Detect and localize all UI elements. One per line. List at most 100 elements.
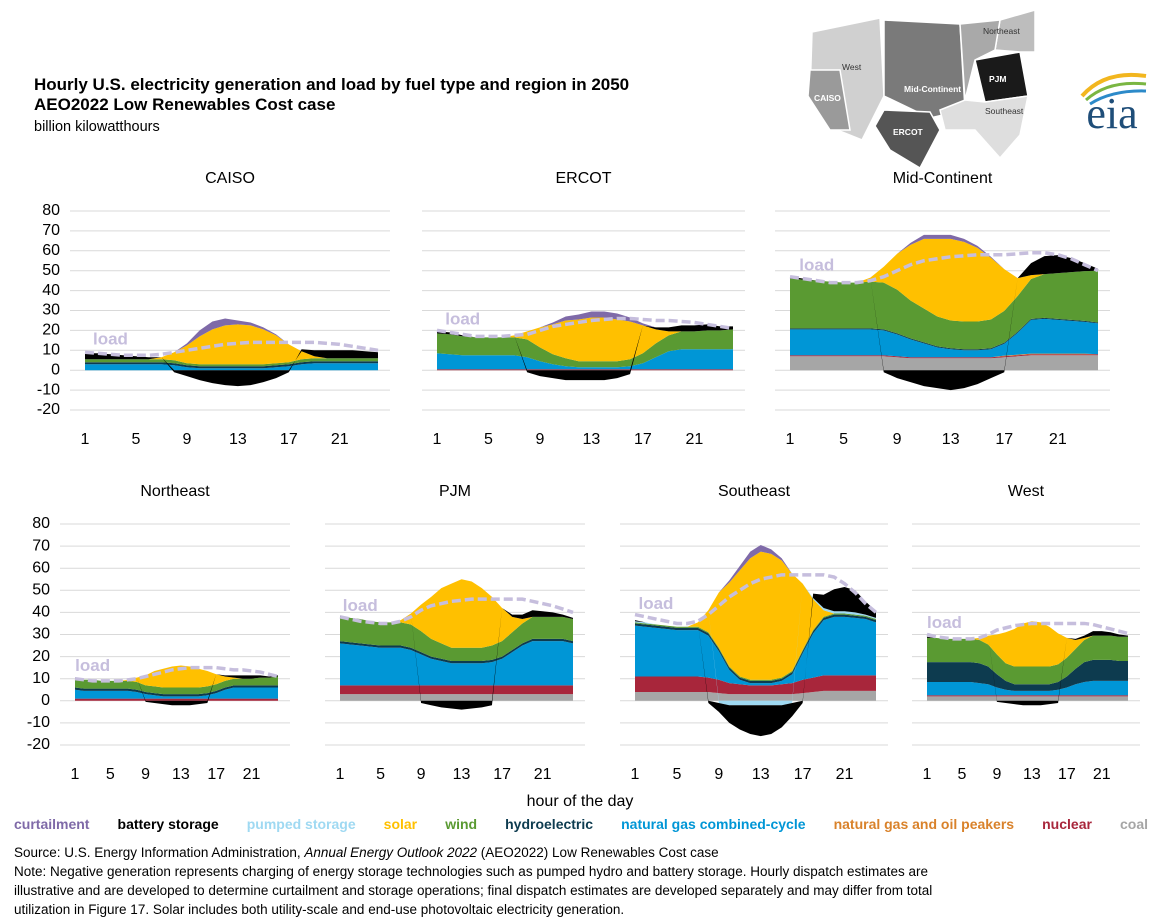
x-tick-label: 17 — [995, 431, 1013, 448]
load-label: load — [75, 656, 110, 675]
load-line — [339, 597, 574, 626]
x-tick-label: 9 — [893, 431, 902, 448]
source: Source: U.S. Energy Information Administ… — [14, 845, 719, 860]
area-1 — [790, 255, 1098, 391]
area-3 — [790, 238, 1098, 322]
panel: Mid-Continent 1 5 9 13 17 21 load — [775, 170, 1110, 448]
area-8 — [927, 695, 1128, 697]
x-tick-label: 5 — [958, 766, 967, 783]
y-tick-label: 50 — [32, 582, 50, 599]
y-tick-label: 0 — [51, 361, 60, 378]
x-tick-label: 13 — [752, 766, 770, 783]
x-tick-label: 17 — [1058, 766, 1076, 783]
x-tick-label: 13 — [583, 431, 601, 448]
subtitle: AEO2022 Low Renewables Cost case — [34, 95, 335, 114]
y-tick-label: 40 — [32, 604, 50, 621]
x-tick-label: 5 — [672, 766, 681, 783]
area-4 — [790, 270, 1098, 350]
x-tick-label: 21 — [331, 431, 349, 448]
logo-arc — [1089, 89, 1147, 106]
area-5 — [927, 659, 1128, 691]
y-tick-label: 0 — [41, 692, 50, 709]
y-tick-label: -10 — [27, 714, 50, 731]
area-6 — [790, 318, 1098, 358]
x-tick-label: 5 — [376, 766, 385, 783]
legend-item: coal — [1120, 816, 1148, 832]
load-line — [74, 665, 279, 683]
area-3 — [927, 621, 1128, 667]
x-tick-label: 1 — [336, 766, 345, 783]
legend-item: battery storage — [118, 816, 219, 832]
panel-title: Southeast — [718, 483, 791, 500]
x-tick-label: 9 — [417, 766, 426, 783]
area-8 — [340, 685, 573, 695]
x-tick-label: 5 — [106, 766, 115, 783]
panel: Southeast 1 5 9 13 17 21 load — [620, 483, 888, 783]
map-label: PJM — [989, 74, 1006, 84]
area-3 — [75, 665, 278, 688]
x-tick-label: 21 — [243, 766, 261, 783]
map-ercot — [874, 109, 941, 170]
panel: CAISO -20 -10 0 10 20 30 40 50 60 70 80 1 5 9 13 17 21 loa… — [37, 170, 390, 448]
legend-item: curtailment — [14, 816, 90, 832]
logo-arc — [1084, 81, 1147, 102]
area-3 — [340, 579, 573, 648]
area-8 — [635, 675, 876, 695]
area-1 — [437, 324, 733, 381]
y-tick-label: 30 — [42, 302, 60, 319]
area-1 — [75, 674, 278, 706]
x-tick-label: 1 — [786, 431, 795, 448]
panel-title: Northeast — [140, 483, 210, 500]
x-tick-label: 21 — [1049, 431, 1067, 448]
x-tick-label: 1 — [433, 431, 442, 448]
x-tick-label: 13 — [453, 766, 471, 783]
x-tick-label: 17 — [794, 766, 812, 783]
source-text: Source: U.S. Energy Information Administ… — [14, 845, 304, 860]
x-tick-label: 13 — [172, 766, 190, 783]
y-tick-label: 60 — [32, 559, 50, 576]
area-6 — [437, 349, 733, 370]
legend-item: wind — [444, 816, 477, 832]
load-label: load — [799, 256, 834, 275]
y-tick-label: -20 — [27, 736, 50, 753]
legend-item: nuclear — [1042, 816, 1092, 832]
y-tick-label: 70 — [42, 222, 60, 239]
x-tick-label: 21 — [685, 431, 703, 448]
panel-title: PJM — [439, 483, 471, 500]
area-5 — [75, 685, 278, 697]
area-4 — [85, 358, 378, 367]
map-midwest — [959, 19, 1001, 101]
x-axis-label: hour of the day — [527, 793, 634, 810]
x-tick-label: 5 — [484, 431, 493, 448]
x-tick-label: 21 — [534, 766, 552, 783]
area-3 — [635, 551, 876, 680]
map-caiso — [807, 69, 851, 131]
x-tick-label: 21 — [836, 766, 854, 783]
area-9 — [635, 690, 876, 701]
map-southeast — [939, 95, 1029, 160]
x-tick-label: 1 — [81, 431, 90, 448]
note-line: utilization in Figure 17. Solar includes… — [14, 902, 624, 917]
y-tick-label: 10 — [42, 342, 60, 359]
y-tick-label: 80 — [32, 515, 50, 532]
load-label: load — [343, 596, 378, 615]
load-label: load — [93, 329, 128, 348]
units: billion kilowatthours — [34, 119, 160, 135]
area-0 — [437, 311, 733, 338]
panel-title: ERCOT — [556, 170, 612, 187]
area-3 — [437, 317, 733, 362]
source-text: (AEO2022) Low Renewables Cost case — [477, 845, 719, 860]
x-tick-label: 17 — [634, 431, 652, 448]
load-label: load — [638, 594, 673, 613]
region-map: West CAISO Mid-Continent PJM Northeast S… — [807, 9, 1036, 170]
legend-item: natural gas and oil peakers — [834, 816, 1015, 832]
x-tick-label: 1 — [71, 766, 80, 783]
area-9 — [790, 355, 1098, 371]
area-4 — [927, 635, 1128, 685]
x-tick-label: 9 — [992, 766, 1001, 783]
map-midcontinent — [883, 19, 966, 119]
legend-item: hydroelectric — [505, 816, 593, 832]
map-label: Northeast — [983, 26, 1020, 36]
x-tick-label: 5 — [839, 431, 848, 448]
note-line: illustrative and are developed to determ… — [14, 883, 932, 898]
